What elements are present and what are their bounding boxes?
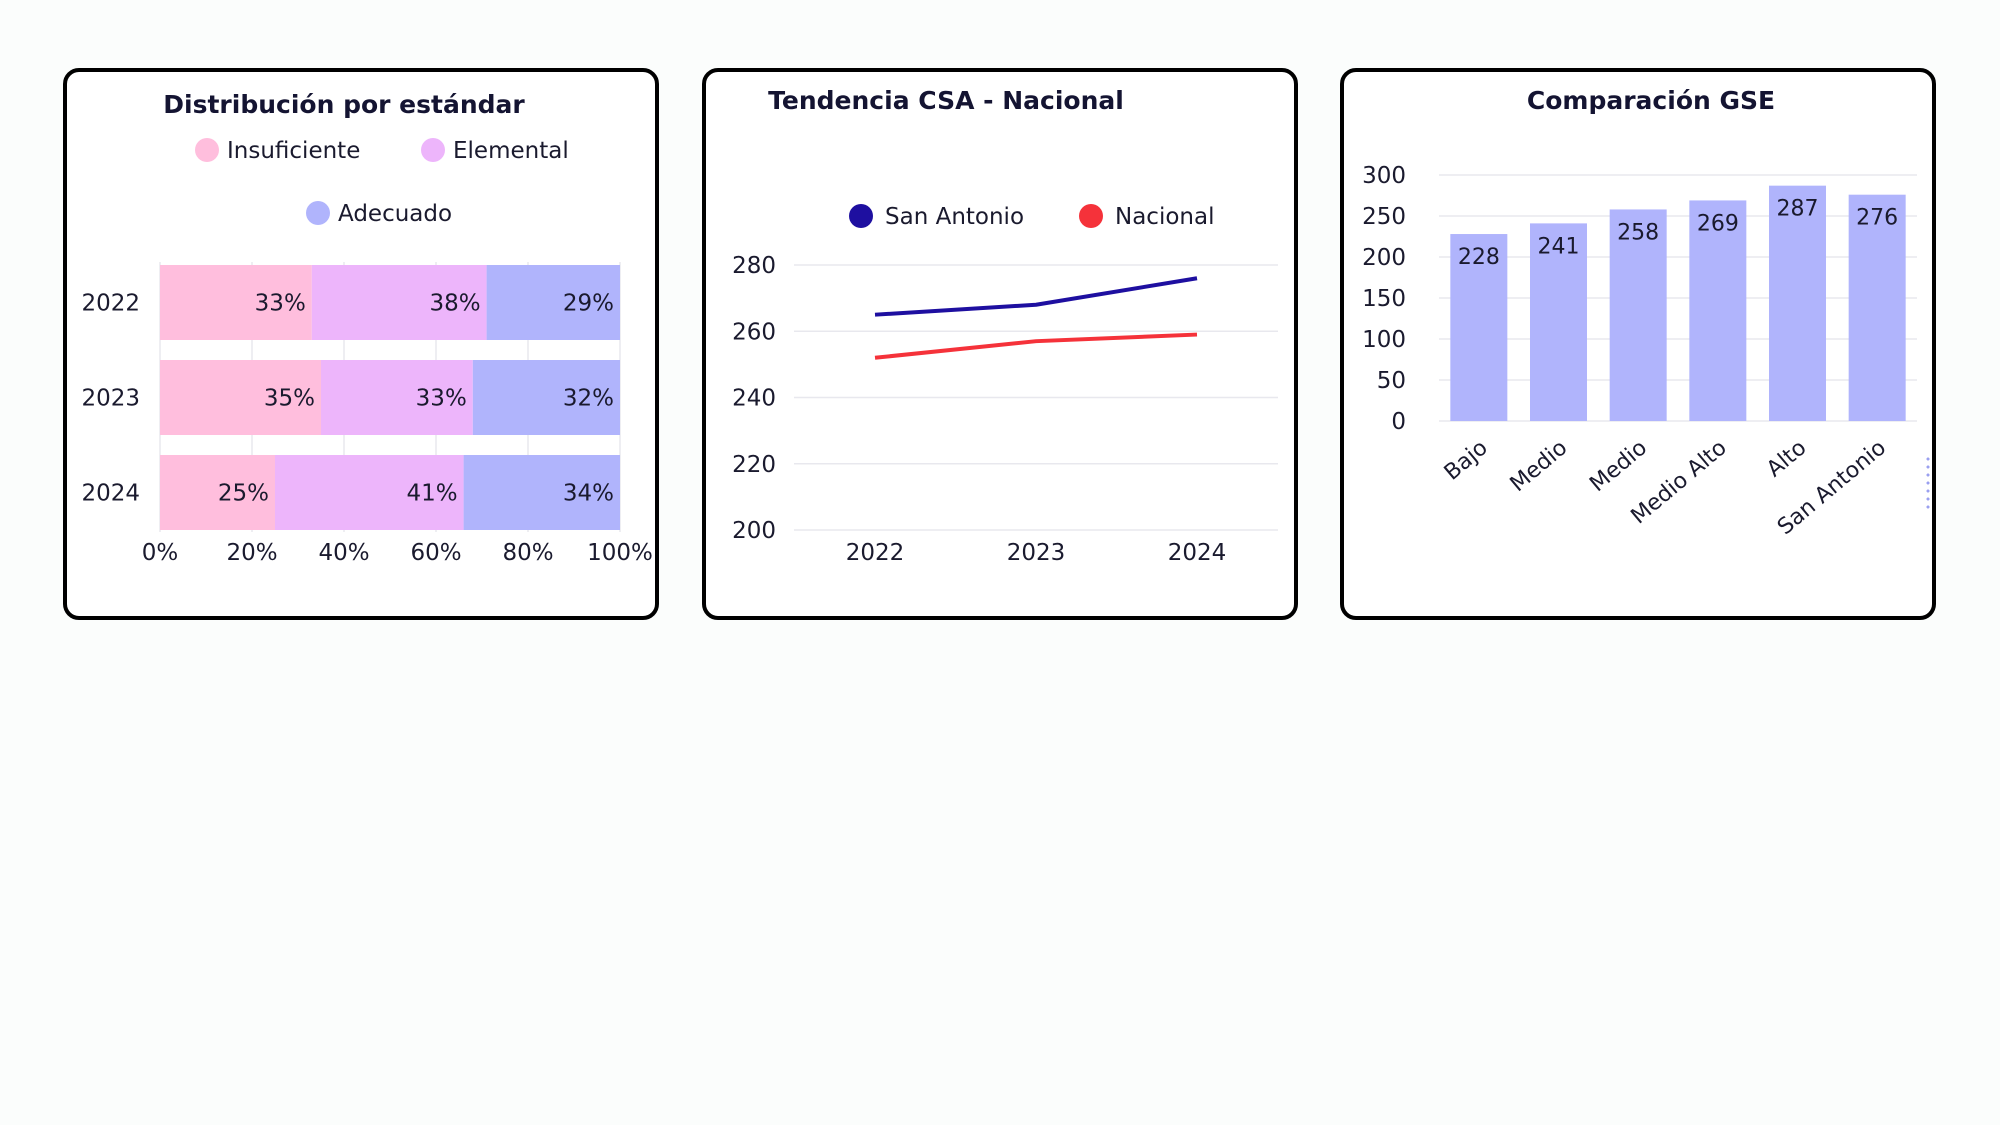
data-label: 33%: [416, 386, 467, 412]
y-tick-label: 0: [1391, 409, 1406, 435]
y-tick-label: 150: [1362, 286, 1406, 312]
y-tick-label: 2024: [81, 481, 140, 507]
data-label: 258: [1617, 220, 1659, 245]
x-tick-label: 2024: [1168, 540, 1227, 566]
x-tick-label: 20%: [226, 540, 277, 566]
gse-chart: Comparación GSE 0 50 100 150 200 250 300 228 Bajo…: [1362, 86, 1917, 540]
y-tick-label: 200: [1362, 245, 1406, 271]
legend-label: Adecuado: [338, 201, 452, 227]
data-label: 25%: [218, 481, 269, 507]
legend-marker: [1079, 204, 1103, 228]
series-line: [874, 276, 1198, 317]
data-label: 38%: [429, 291, 480, 317]
data-label: 41%: [406, 481, 457, 507]
bar-segment: [311, 265, 487, 340]
x-tick-label: 40%: [318, 540, 369, 566]
x-tick-label: 100%: [587, 540, 653, 566]
bar-segment: [472, 360, 620, 435]
chart-title: Comparación GSE: [1527, 86, 1775, 115]
series-line: [874, 332, 1198, 360]
legend-marker: [849, 204, 873, 228]
trend-chart-card: Tendencia CSA - Nacional San Antonio Nacio…: [702, 68, 1298, 620]
x-tick-label: Alto: [1762, 435, 1811, 482]
gse-chart-card: Comparación GSE 0 50 100 150 200 250 300 228 Bajo…: [1340, 68, 1936, 620]
legend-label: Insuficiente: [227, 138, 360, 164]
data-label: 33%: [255, 291, 306, 317]
bar: [1609, 209, 1667, 421]
x-tick-label: Bajo: [1440, 435, 1493, 485]
x-tick-label: 60%: [410, 540, 461, 566]
legend-label: San Antonio: [885, 204, 1024, 230]
data-label: 276: [1856, 206, 1898, 231]
legend-marker: [195, 138, 219, 162]
y-tick-label: 50: [1377, 368, 1406, 394]
data-label: 228: [1458, 245, 1500, 270]
legend-label: Nacional: [1115, 204, 1214, 230]
y-tick-label: 200: [732, 518, 776, 544]
y-tick-label: 220: [732, 452, 776, 478]
bar: [1450, 234, 1508, 421]
data-label: 35%: [264, 386, 315, 412]
x-tick-label: Medio: [1506, 435, 1573, 497]
legend-label: Elemental: [453, 138, 569, 164]
x-tick-label: 2023: [1007, 540, 1066, 566]
distribution-chart: Distribución por estándar Insuficiente Ele…: [81, 90, 653, 566]
bar-segment: [463, 455, 620, 530]
scroll-dots-icon: [1926, 455, 1930, 511]
data-label: 34%: [563, 481, 614, 507]
bar-segment: [160, 455, 275, 530]
bar-segment: [275, 455, 464, 530]
legend-marker: [421, 138, 445, 162]
bar-segment: [160, 360, 321, 435]
chart-title: Tendencia CSA - Nacional: [768, 86, 1124, 115]
y-tick-label: 300: [1362, 163, 1406, 189]
bar: [1769, 185, 1826, 421]
y-tick-label: 250: [1362, 204, 1406, 230]
y-tick-label: 260: [732, 319, 776, 345]
distribution-chart-card: Distribución por estándar Insuficiente Ele…: [63, 68, 659, 620]
y-tick-label: 280: [732, 253, 776, 279]
data-label: 29%: [563, 291, 614, 317]
x-tick-label: Medio: [1585, 435, 1652, 497]
legend-marker: [306, 201, 330, 225]
x-tick-label: 2022: [846, 540, 905, 566]
bar-segment: [486, 265, 620, 340]
y-tick-label: 2023: [81, 386, 140, 412]
trend-chart: Tendencia CSA - Nacional San Antonio Nacio…: [732, 86, 1278, 566]
data-label: 241: [1538, 234, 1580, 259]
bar: [1530, 223, 1587, 421]
bar: [1848, 194, 1906, 421]
data-label: 287: [1777, 197, 1819, 222]
chart-title: Distribución por estándar: [163, 90, 525, 119]
x-tick-label: 0%: [142, 540, 179, 566]
y-tick-label: 2022: [81, 291, 140, 317]
bar-segment: [160, 265, 312, 340]
data-label: 32%: [563, 386, 614, 412]
data-label: 269: [1697, 211, 1739, 236]
bar: [1689, 200, 1747, 421]
y-tick-label: 240: [732, 386, 776, 412]
y-tick-label: 100: [1362, 327, 1406, 353]
x-tick-label: 80%: [502, 540, 553, 566]
bar-segment: [321, 360, 473, 435]
